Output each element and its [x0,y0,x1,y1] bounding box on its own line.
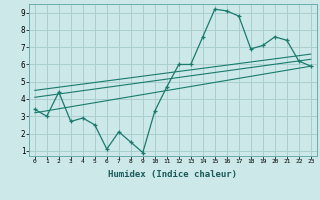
X-axis label: Humidex (Indice chaleur): Humidex (Indice chaleur) [108,170,237,179]
